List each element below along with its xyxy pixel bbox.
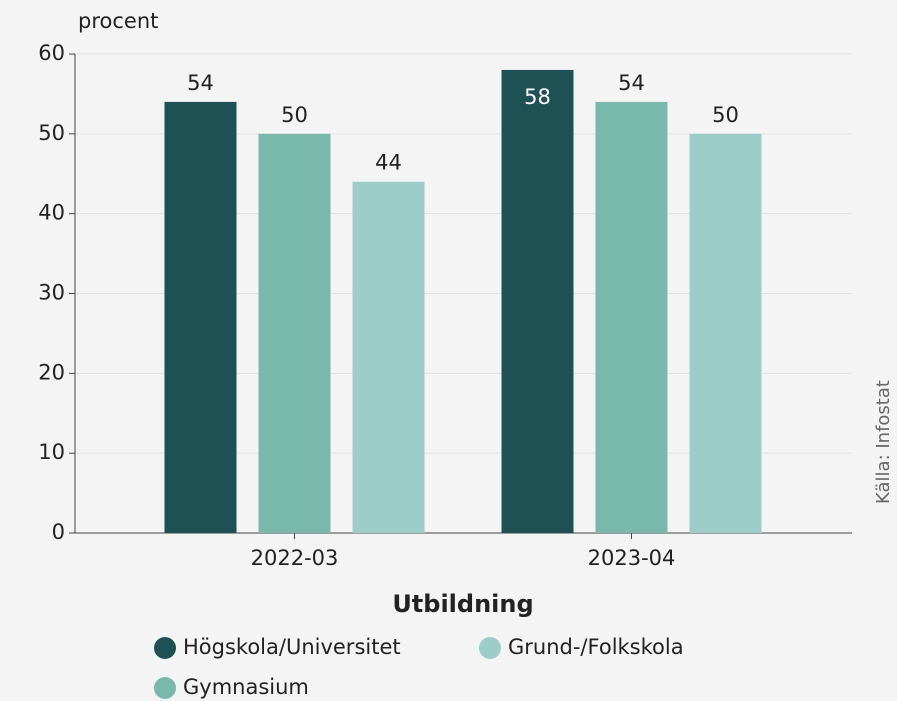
y-tick-label: 10 bbox=[38, 440, 65, 464]
bar bbox=[258, 133, 331, 534]
y-tick-label: 60 bbox=[38, 41, 65, 65]
data-label: 58 bbox=[524, 85, 551, 109]
data-label: 50 bbox=[281, 103, 308, 127]
legend-swatch bbox=[479, 637, 501, 659]
bar bbox=[501, 69, 574, 533]
x-tick-label: 2023-04 bbox=[588, 546, 676, 570]
data-label: 44 bbox=[375, 151, 402, 175]
legend-label: Gymnasium bbox=[183, 675, 309, 699]
y-tick-label: 20 bbox=[38, 360, 65, 384]
legend-swatch bbox=[154, 637, 176, 659]
bar bbox=[595, 101, 668, 534]
x-tick-label: 2022-03 bbox=[251, 546, 339, 570]
y-tick-label: 30 bbox=[38, 281, 65, 305]
source: Källa: Infostat bbox=[873, 380, 894, 504]
bar bbox=[689, 133, 762, 534]
y-tick-label: 50 bbox=[38, 121, 65, 145]
y-tick-label: 0 bbox=[52, 520, 65, 544]
data-label: 50 bbox=[712, 103, 739, 127]
bar bbox=[164, 101, 237, 534]
x-axis-label: Utbildning bbox=[392, 590, 533, 618]
data-label: 54 bbox=[187, 71, 214, 95]
data-label: 54 bbox=[618, 71, 645, 95]
y-tick-label: 40 bbox=[38, 201, 65, 225]
legend-label: Högskola/Universitet bbox=[183, 635, 401, 659]
legend-swatch bbox=[154, 677, 176, 699]
bar bbox=[352, 181, 425, 533]
legend-label: Grund-/Folkskola bbox=[508, 635, 684, 659]
y-axis-label: procent bbox=[78, 9, 158, 33]
